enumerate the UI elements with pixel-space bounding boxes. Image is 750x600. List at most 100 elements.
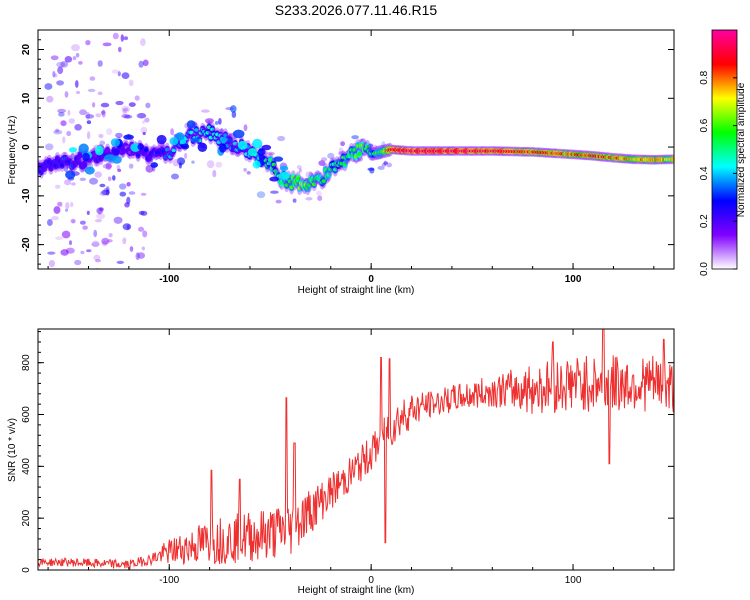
spectrogram-noise-blob: [105, 186, 110, 192]
spectrogram-bright-blob: [219, 143, 227, 153]
spectrogram-bright-blob: [258, 148, 266, 156]
spectrogram-noise-blob: [246, 171, 251, 175]
spectrogram-noise-blob: [142, 131, 146, 136]
spectrogram-noise-blob: [170, 128, 175, 136]
spectrogram-noise-blob: [54, 73, 58, 78]
spectrogram-bright-blob: [252, 138, 263, 149]
spectrogram-noise-blob: [95, 113, 102, 118]
spectrogram-noise-blob: [58, 112, 65, 117]
spectrogram-noise-blob: [91, 240, 100, 248]
spectrogram-noise-blob: [94, 171, 102, 178]
spectrogram-noise-blob: [71, 44, 80, 52]
snr-x-tick-label: -100: [159, 575, 179, 586]
spectrogram-noise-blob: [277, 135, 286, 142]
spectrogram-noise-blob: [123, 114, 133, 119]
spectrogram-noise-blob: [298, 168, 302, 173]
spectrogram-ridge-core: [268, 158, 273, 162]
spectrogram-noise-blob: [70, 218, 76, 224]
spectrogram-ridge-core: [284, 183, 289, 187]
spectrogram-noise-blob: [338, 147, 343, 155]
spectrogram-noise-blob: [79, 177, 87, 181]
snr-y-tick-label: 0: [21, 567, 32, 573]
spectrogram-ridge-core: [289, 185, 294, 190]
snr-x-tick-label: 0: [368, 575, 374, 586]
spectrogram-ridge-core: [208, 135, 213, 140]
spectrogram-noise-blob: [126, 196, 131, 205]
spectrogram-noise-blob: [381, 141, 386, 148]
spectrogram-noise-blob: [101, 189, 110, 196]
colorbar-ticks: 0.0 0.2 0.4 0.6 0.8: [699, 70, 737, 276]
snr-y-ticks: 0 200 400 600 800: [21, 331, 674, 573]
spectrogram-noise-blob: [98, 133, 104, 139]
spectrogram-x-tick-label: -100: [159, 274, 179, 285]
spectrogram-noise-blob: [85, 40, 91, 46]
spectrogram-noise-blob: [85, 111, 91, 120]
spectrogram-noise-blob: [102, 42, 112, 47]
spectrogram-noise-blob: [80, 250, 85, 255]
spectrogram-noise-blob: [55, 280, 61, 283]
spectrogram-noise-blob: [111, 69, 120, 74]
spectrogram-noise-blob: [60, 61, 69, 68]
spectrogram-ridge-core: [287, 179, 293, 184]
spectrogram-ridge-core: [210, 127, 215, 132]
spectrogram-noise-blob: [97, 91, 103, 96]
snr-x-axis-label: Height of straight line (km): [298, 585, 415, 596]
spectrogram-noise-blob: [60, 120, 67, 127]
spectrogram-noise-blob: [231, 111, 237, 118]
spectrogram-noise-blob: [128, 102, 136, 107]
spectrogram-noise-blob: [212, 169, 217, 178]
spectrogram-noise-blob: [327, 152, 335, 159]
spectrogram-noise-blob: [87, 88, 96, 93]
spectrogram-noise-blob: [70, 182, 76, 186]
spectrogram-noise-blob: [140, 210, 148, 216]
spectrogram-noise-blob: [70, 153, 75, 159]
spectrogram-noise-blob: [135, 252, 140, 261]
spectrogram-noise-blob: [372, 144, 378, 150]
spectrogram-noise-blob: [129, 246, 134, 252]
spectrogram-noise-blob: [86, 273, 89, 276]
spectrogram-noise-blob: [50, 55, 59, 61]
spectrogram-noise-blob: [122, 109, 127, 115]
spectrogram-bright-blob: [65, 170, 76, 180]
spectrogram-noise-blob: [117, 168, 122, 172]
spectrogram-noise-blob: [93, 229, 98, 238]
spectrogram-noise-blob: [67, 109, 71, 116]
snr-y-tick-label: 800: [21, 354, 32, 371]
snr-marks: [38, 329, 674, 570]
spectrogram-bright-blob: [156, 134, 167, 145]
spectrogram-x-tick-label: 100: [565, 274, 582, 285]
spectrogram-ridge-core: [82, 162, 88, 166]
spectrogram-noise-blob: [267, 151, 275, 156]
spectrogram-noise-blob: [74, 124, 82, 131]
spectrogram-bright-blob: [273, 156, 284, 162]
snr-x-ticks: -100 0 100: [47, 329, 655, 586]
spectrogram-noise-blob: [65, 202, 70, 210]
spectrogram-noise-blob: [92, 102, 96, 108]
spectrogram-noise-blob: [296, 165, 302, 170]
spectrogram-noise-blob: [103, 187, 110, 193]
spectrogram-bright-blob: [104, 154, 116, 162]
spectrogram-noise-blob: [89, 177, 98, 185]
spectrogram-noise-blob: [136, 113, 142, 118]
spectrogram-frame: [37, 29, 675, 270]
spectrogram-ridge-core: [291, 175, 296, 180]
spectrogram-noise-blob: [172, 159, 180, 167]
spectrogram-noise-blob: [386, 162, 393, 168]
spectrogram-ridge-core: [60, 163, 65, 167]
spectrogram-noise-blob: [45, 143, 54, 151]
spectrogram-noise-blob: [340, 141, 345, 147]
spectrogram-bright-blob: [220, 136, 228, 143]
spectrogram-y-tick-label: 20: [21, 44, 32, 56]
spectrogram-noise-blob: [44, 83, 53, 90]
spectrogram-noise-blob: [99, 207, 104, 212]
spectrogram-noise-blob: [116, 164, 121, 171]
spectrogram-noise-blob: [56, 61, 66, 68]
spectrogram-noise-blob: [75, 80, 79, 88]
spectrogram-noise-blob: [105, 162, 112, 170]
spectrogram-noise-blob: [381, 163, 386, 167]
spectrogram-noise-blob: [116, 260, 125, 264]
spectrogram-marks: [38, 32, 674, 283]
spectrogram-noise-blob: [318, 160, 326, 167]
spectrogram-ridge-core: [333, 167, 338, 172]
